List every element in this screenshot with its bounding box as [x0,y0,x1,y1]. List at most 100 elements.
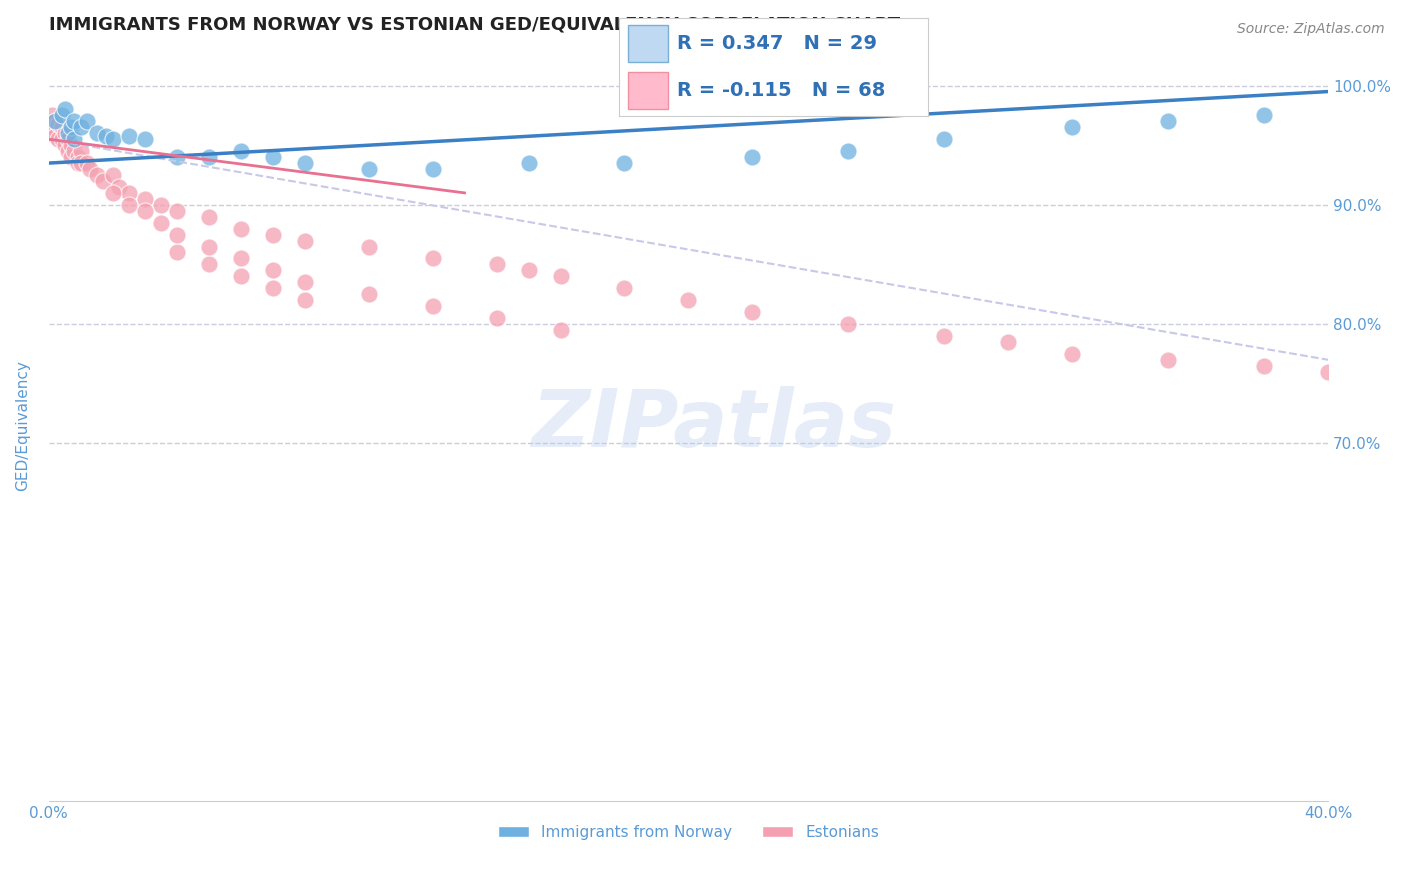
Text: R = 0.347   N = 29: R = 0.347 N = 29 [678,34,877,53]
FancyBboxPatch shape [628,72,668,109]
Point [53,138,76,153]
Point [76,156,98,170]
Point [357,162,380,177]
Point [1062,120,1084,135]
Point [51,132,73,146]
Point [837,317,859,331]
Point [38,126,60,140]
Text: IMMIGRANTS FROM NORWAY VS ESTONIAN GED/EQUIVALENCY CORRELATION CHART: IMMIGRANTS FROM NORWAY VS ESTONIAN GED/E… [49,15,900,33]
Point [517,263,540,277]
Legend: Immigrants from Norway, Estonians: Immigrants from Norway, Estonians [492,819,884,846]
Text: Source: ZipAtlas.com: Source: ZipAtlas.com [1237,22,1385,37]
Point [66,156,89,170]
Point [166,245,188,260]
Point [422,299,444,313]
Point [485,311,508,326]
Point [741,305,763,319]
Point [134,203,156,218]
FancyBboxPatch shape [628,25,668,62]
Point [63,114,86,128]
Point [229,252,252,266]
Point [262,263,284,277]
Point [294,275,316,289]
Point [118,198,141,212]
Point [197,150,219,164]
Point [422,252,444,266]
Point [678,293,700,308]
Point [41,120,63,135]
Point [38,114,60,128]
Point [1317,365,1340,379]
Point [91,174,114,188]
Point [96,128,118,143]
Point [262,227,284,242]
Point [517,156,540,170]
Point [56,144,79,158]
Point [53,103,76,117]
Point [229,269,252,284]
Point [613,156,636,170]
Point [118,128,141,143]
Point [134,132,156,146]
Point [86,126,108,140]
Point [422,162,444,177]
Point [1253,108,1275,122]
Point [550,323,572,337]
Point [613,281,636,295]
Point [166,203,188,218]
Point [44,114,66,128]
Point [69,156,91,170]
Point [51,108,73,122]
Point [46,117,69,131]
Point [485,257,508,271]
Text: ZIPatlas: ZIPatlas [531,386,897,465]
Point [101,132,124,146]
Point [134,192,156,206]
Point [149,216,172,230]
Point [294,293,316,308]
Point [66,150,89,164]
Point [76,114,98,128]
Point [294,156,316,170]
Point [294,234,316,248]
Point [837,144,859,158]
Point [56,132,79,146]
Point [1157,352,1180,367]
Point [1253,359,1275,373]
Point [997,334,1019,349]
Point [118,186,141,200]
Point [86,168,108,182]
Point [63,144,86,158]
Point [1062,347,1084,361]
Point [229,144,252,158]
Point [44,128,66,143]
Point [357,287,380,301]
Point [262,281,284,295]
Y-axis label: GED/Equivalency: GED/Equivalency [15,359,30,491]
Point [53,126,76,140]
Point [197,257,219,271]
Point [197,239,219,253]
Point [166,150,188,164]
Point [56,126,79,140]
Point [166,227,188,242]
Point [101,168,124,182]
Point [149,198,172,212]
Point [934,132,956,146]
Point [44,114,66,128]
Point [41,108,63,122]
Point [60,138,83,153]
Point [51,120,73,135]
Point [79,162,101,177]
Point [60,120,83,135]
Point [60,150,83,164]
Point [46,132,69,146]
Point [108,180,131,194]
Point [741,150,763,164]
Point [69,120,91,135]
Point [550,269,572,284]
Point [262,150,284,164]
Point [357,239,380,253]
Point [1157,114,1180,128]
Point [934,329,956,343]
